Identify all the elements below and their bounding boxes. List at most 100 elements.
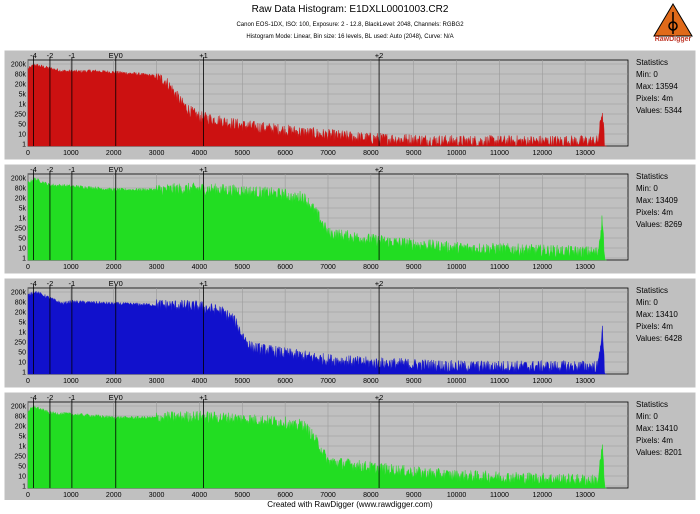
x-tick-label: 11000 bbox=[490, 492, 509, 499]
statistics-value: Pixels: 4m bbox=[636, 94, 673, 103]
x-tick-label: 12000 bbox=[533, 492, 553, 499]
ev-marker-label: +1 bbox=[199, 165, 208, 174]
y-tick-label: 80k bbox=[15, 414, 27, 421]
histogram-panel-g2: 200k 80k 20k 5k 1k 250 50 10 10 1000 2000 3000 4000 5… bbox=[3, 391, 697, 500]
statistics-heading: Statistics bbox=[636, 400, 668, 409]
histogram-area-g bbox=[27, 176, 607, 261]
y-tick-label: 1 bbox=[22, 484, 26, 491]
x-tick-label: 10000 bbox=[447, 378, 467, 385]
x-tick-label: 1000 bbox=[63, 264, 79, 271]
y-tick-label: 20k bbox=[15, 82, 27, 89]
x-tick-label: 12000 bbox=[533, 150, 553, 157]
ev-marker-label: +2 bbox=[375, 393, 384, 402]
y-tick-label: 10 bbox=[18, 246, 26, 253]
x-tick-label: 4000 bbox=[192, 378, 208, 385]
y-tick-label: 1 bbox=[22, 256, 26, 263]
histogram-title: Raw Data Histogram: E1DXLL0001003.CR2 bbox=[251, 4, 449, 15]
x-tick-label: 4000 bbox=[192, 492, 208, 499]
x-tick-label: 3000 bbox=[149, 492, 165, 499]
x-tick-label: 0 bbox=[26, 492, 30, 499]
x-tick-label: 6000 bbox=[277, 378, 293, 385]
x-tick-label: 10000 bbox=[447, 492, 467, 499]
x-tick-label: 13000 bbox=[575, 492, 595, 499]
x-tick-label: 8000 bbox=[363, 378, 379, 385]
x-tick-label: 4000 bbox=[192, 150, 208, 157]
statistics-value: Pixels: 4m bbox=[636, 208, 673, 217]
statistics-value: Max: 13594 bbox=[636, 82, 678, 91]
statistics-value: Max: 13409 bbox=[636, 196, 678, 205]
ev-marker-label: -2 bbox=[47, 279, 54, 288]
x-tick-label: 6000 bbox=[277, 264, 293, 271]
ev-marker-label: -1 bbox=[69, 51, 76, 60]
ev-marker-label: -1 bbox=[69, 165, 76, 174]
x-tick-label: 6000 bbox=[277, 150, 293, 157]
y-tick-label: 10 bbox=[18, 132, 26, 139]
y-tick-label: 200k bbox=[11, 176, 27, 183]
ev-marker-label: EV0 bbox=[109, 279, 123, 288]
x-tick-label: 7000 bbox=[320, 264, 336, 271]
x-tick-label: 3000 bbox=[149, 150, 165, 157]
report-header: Raw Data Histogram: E1DXLL0001003.CR2 Ca… bbox=[0, 0, 700, 46]
ev-marker-label: +2 bbox=[375, 51, 384, 60]
y-tick-label: 20k bbox=[15, 424, 27, 431]
ev-marker-label: EV0 bbox=[109, 165, 123, 174]
x-tick-label: 13000 bbox=[575, 150, 595, 157]
y-tick-label: 250 bbox=[14, 454, 26, 461]
y-tick-label: 200k bbox=[11, 404, 27, 411]
statistics-value: Min: 0 bbox=[636, 70, 658, 79]
x-tick-label: 8000 bbox=[363, 492, 379, 499]
y-tick-label: 1k bbox=[19, 330, 27, 337]
x-tick-label: 13000 bbox=[575, 264, 595, 271]
y-tick-label: 1k bbox=[19, 444, 27, 451]
x-tick-label: 5000 bbox=[234, 150, 250, 157]
ev-marker-label: -4 bbox=[30, 165, 37, 174]
y-tick-label: 5k bbox=[19, 92, 27, 99]
x-tick-label: 3000 bbox=[149, 264, 165, 271]
y-tick-label: 200k bbox=[11, 62, 27, 69]
statistics-value: Values: 5344 bbox=[636, 106, 683, 115]
histogram-panel-b: 200k 80k 20k 5k 1k 250 50 10 10 1000 2000 3000 4000 5… bbox=[3, 277, 697, 389]
ev-marker-label: -2 bbox=[47, 51, 54, 60]
ev-marker-label: +2 bbox=[375, 165, 384, 174]
x-tick-label: 9000 bbox=[406, 492, 422, 499]
logo-wordmark: RawDigger bbox=[654, 36, 692, 43]
x-tick-label: 10000 bbox=[447, 264, 467, 271]
footer-credit: Created with RawDigger (www.rawdigger.co… bbox=[267, 500, 433, 509]
statistics-value: Values: 8269 bbox=[636, 220, 683, 229]
x-tick-label: 1000 bbox=[63, 150, 79, 157]
y-tick-label: 200k bbox=[11, 290, 27, 297]
histogram-panel-g: 200k 80k 20k 5k 1k 250 50 10 10 1000 2000 3000 4000 5… bbox=[3, 163, 697, 275]
x-tick-label: 0 bbox=[26, 264, 30, 271]
statistics-value: Values: 6428 bbox=[636, 334, 683, 343]
y-tick-label: 20k bbox=[15, 310, 27, 317]
ev-marker-label: EV0 bbox=[109, 393, 123, 402]
x-tick-label: 5000 bbox=[234, 378, 250, 385]
x-tick-label: 7000 bbox=[320, 492, 336, 499]
x-tick-label: 9000 bbox=[406, 150, 422, 157]
ev-marker-label: -1 bbox=[69, 279, 76, 288]
x-tick-label: 7000 bbox=[320, 378, 336, 385]
y-tick-label: 80k bbox=[15, 186, 27, 193]
x-tick-label: 3000 bbox=[149, 378, 165, 385]
histogram-area-g2 bbox=[27, 405, 607, 489]
statistics-value: Min: 0 bbox=[636, 184, 658, 193]
x-tick-label: 4000 bbox=[192, 264, 208, 271]
y-tick-label: 250 bbox=[14, 112, 26, 119]
y-tick-label: 5k bbox=[19, 206, 27, 213]
x-tick-label: 12000 bbox=[533, 378, 553, 385]
histogram-panel-r: 200k 80k 20k 5k 1k 250 50 10 10 1000 2000 3000 4000 5… bbox=[3, 49, 697, 161]
ev-marker-label: +1 bbox=[199, 393, 208, 402]
statistics-value: Min: 0 bbox=[636, 412, 658, 421]
x-tick-label: 2000 bbox=[106, 378, 122, 385]
y-tick-label: 50 bbox=[18, 236, 26, 243]
x-tick-label: 8000 bbox=[363, 150, 379, 157]
x-tick-label: 5000 bbox=[234, 264, 250, 271]
histogram-area-r bbox=[27, 63, 607, 147]
x-tick-label: 11000 bbox=[490, 378, 509, 385]
ev-marker-label: EV0 bbox=[109, 51, 123, 60]
x-tick-label: 9000 bbox=[406, 264, 422, 271]
y-tick-label: 10 bbox=[18, 474, 26, 481]
statistics-heading: Statistics bbox=[636, 286, 668, 295]
x-tick-label: 0 bbox=[26, 150, 30, 157]
